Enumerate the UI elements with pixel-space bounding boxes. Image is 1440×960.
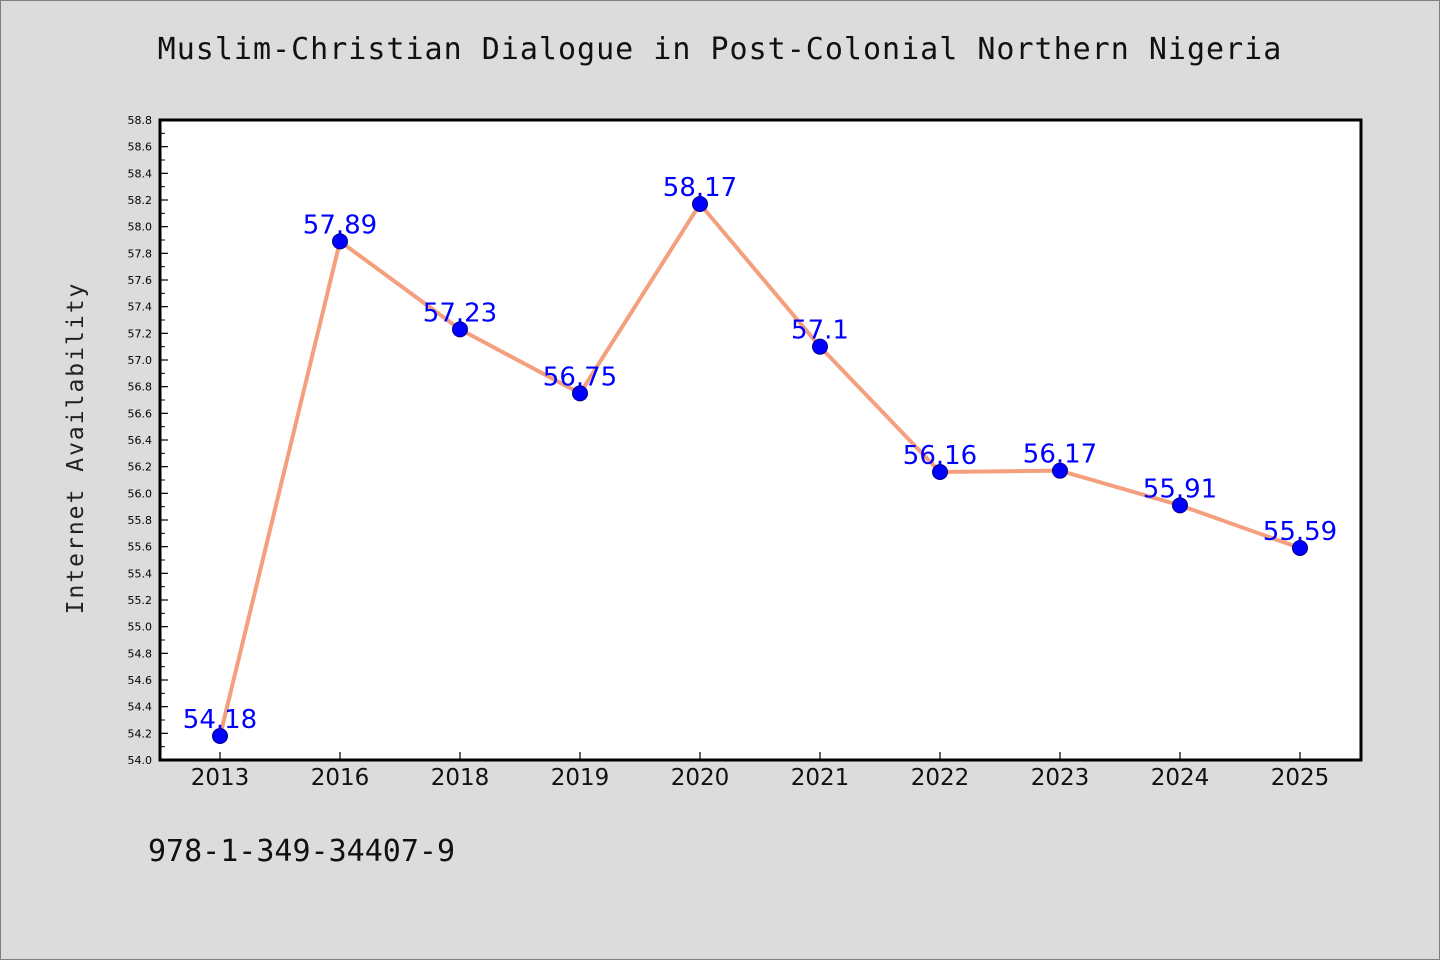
y-tick-label: 58.0 (128, 221, 153, 234)
y-tick-label: 56.8 (128, 381, 153, 394)
data-point (572, 385, 588, 402)
x-tick-label: 2023 (1031, 765, 1090, 791)
y-tick-label: 56.4 (128, 434, 153, 447)
data-markers (212, 196, 1308, 744)
x-tick-label: 2019 (551, 765, 610, 791)
y-tick-label: 57.8 (128, 247, 153, 260)
data-label: 56.75 (543, 362, 617, 392)
x-tick-label: 2025 (1271, 765, 1330, 791)
data-point (812, 338, 828, 355)
chart-title: Muslim-Christian Dialogue in Post-Coloni… (157, 32, 1283, 67)
data-label: 54.18 (183, 705, 257, 735)
y-tick-label: 55.0 (128, 621, 153, 634)
x-tick-label: 2024 (1151, 765, 1210, 791)
y-tick-label: 54.2 (128, 727, 153, 740)
x-axis-ticks: 2013 2016 2018 2019 2020 2021 2022 2023 2024 2025 (191, 752, 1330, 791)
data-point (1172, 497, 1188, 514)
data-point (692, 196, 708, 212)
y-tick-label: 54.0 (128, 754, 153, 767)
y-tick-label: 58.8 (128, 114, 153, 127)
y-tick-label: 56.2 (128, 461, 153, 474)
y-tick-label: 55.8 (128, 514, 153, 527)
data-label: 57.89 (303, 210, 377, 240)
plot-border (158, 118, 1363, 762)
isbn-footer: 978-1-349-34407-9 (148, 834, 456, 869)
y-tick-label: 58.2 (128, 194, 153, 207)
data-point (1052, 462, 1068, 479)
data-label: 57.23 (423, 298, 497, 328)
y-tick-label: 58.6 (128, 141, 153, 154)
y-tick-label: 58.4 (128, 167, 153, 180)
y-tick-label: 54.8 (128, 647, 153, 660)
x-tick-label: 2021 (791, 765, 850, 791)
y-tick-label: 54.4 (128, 701, 153, 714)
data-label: 58.17 (663, 173, 737, 203)
y-tick-label: 56.6 (128, 407, 153, 420)
y-tick-label: 57.2 (128, 327, 153, 340)
y-tick-label: 57.6 (128, 274, 153, 287)
y-tick-label: 55.6 (128, 541, 153, 554)
data-point (452, 321, 468, 338)
y-tick-label: 55.2 (128, 594, 153, 607)
data-label: 55.91 (1143, 474, 1217, 504)
y-tick-label: 55.4 (128, 567, 153, 580)
x-tick-label: 2013 (191, 765, 250, 791)
plot-area (160, 120, 1361, 760)
y-tick-label: 57.4 (128, 301, 153, 314)
data-labels: 54.18 57.89 57.23 56.75 58.17 57.1 56.16 56.17 5… (183, 173, 1337, 735)
x-tick-label: 2022 (911, 765, 970, 791)
x-tick-label: 2020 (671, 765, 730, 791)
x-tick-label: 2018 (431, 765, 490, 791)
data-point (1292, 540, 1308, 556)
y-tick-label: 57.0 (128, 354, 153, 367)
data-point (212, 728, 228, 744)
data-point (332, 233, 348, 250)
y-tick-label: 56.0 (128, 487, 153, 500)
data-label: 56.17 (1023, 440, 1097, 470)
x-tick-label: 2016 (311, 765, 370, 791)
data-label: 57.1 (791, 316, 849, 346)
data-label: 56.16 (903, 441, 977, 471)
data-point (932, 464, 948, 480)
series-line (218, 202, 1301, 737)
data-label: 55.59 (1263, 517, 1337, 547)
y-axis-ticks: 54.0 54.2 54.4 54.6 54.8 55.0 55.2 55.4 55.6 55.8… (128, 114, 168, 767)
y-tick-label: 54.6 (128, 674, 153, 687)
